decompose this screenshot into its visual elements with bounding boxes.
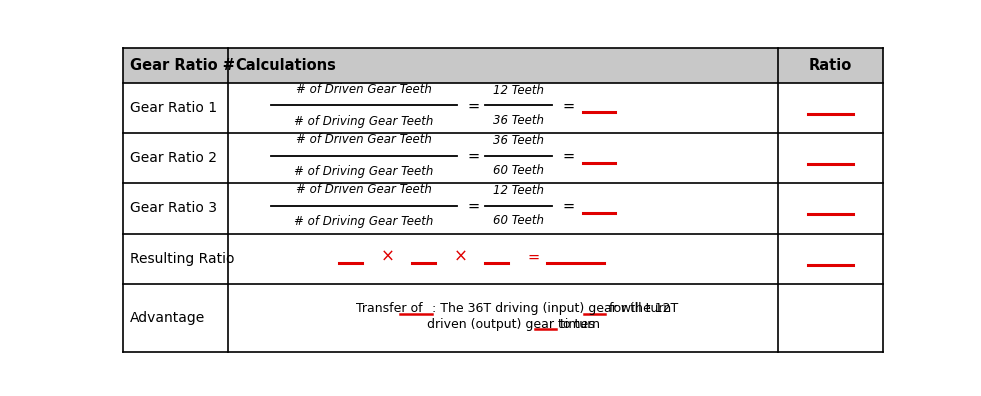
Text: Resulting Ratio: Resulting Ratio xyxy=(130,252,234,266)
Text: 12 Teeth: 12 Teeth xyxy=(492,84,543,97)
Text: Transfer of: Transfer of xyxy=(356,303,427,316)
Text: Gear Ratio 1: Gear Ratio 1 xyxy=(130,101,218,115)
Text: for the 12T: for the 12T xyxy=(605,303,679,316)
Text: # of Driving Gear Teeth: # of Driving Gear Teeth xyxy=(294,215,434,228)
Text: driven (output) gear to turn: driven (output) gear to turn xyxy=(428,318,604,331)
Text: 36 Teeth: 36 Teeth xyxy=(492,114,543,127)
Text: 60 Teeth: 60 Teeth xyxy=(492,215,543,227)
Text: # of Driving Gear Teeth: # of Driving Gear Teeth xyxy=(294,165,434,178)
Text: 12 Teeth: 12 Teeth xyxy=(492,185,543,197)
Text: Advantage: Advantage xyxy=(130,311,205,325)
Text: =: = xyxy=(468,199,480,214)
Text: =: = xyxy=(527,249,540,265)
Text: ×: × xyxy=(453,248,467,266)
Text: Gear Ratio 2: Gear Ratio 2 xyxy=(130,151,217,165)
Text: : The 36T driving (input) gear will turn: : The 36T driving (input) gear will turn xyxy=(433,303,676,316)
Text: =: = xyxy=(468,99,480,113)
Text: =: = xyxy=(468,149,480,164)
Text: Gear Ratio 3: Gear Ratio 3 xyxy=(130,201,217,215)
Text: 36 Teeth: 36 Teeth xyxy=(492,134,543,147)
Text: # of Driven Gear Teeth: # of Driven Gear Teeth xyxy=(296,83,432,96)
Text: 60 Teeth: 60 Teeth xyxy=(492,164,543,177)
Text: =: = xyxy=(563,199,575,214)
Text: =: = xyxy=(563,99,575,113)
Text: # of Driven Gear Teeth: # of Driven Gear Teeth xyxy=(296,133,432,146)
Text: =: = xyxy=(563,149,575,164)
Text: times: times xyxy=(556,318,594,331)
Text: Calculations: Calculations xyxy=(235,57,336,72)
Text: Gear Ratio #: Gear Ratio # xyxy=(130,57,235,72)
Text: Ratio: Ratio xyxy=(808,57,852,72)
Bar xyxy=(123,48,883,83)
Text: # of Driving Gear Teeth: # of Driving Gear Teeth xyxy=(294,115,434,128)
Text: ×: × xyxy=(381,248,394,266)
Text: # of Driven Gear Teeth: # of Driven Gear Teeth xyxy=(296,183,432,196)
